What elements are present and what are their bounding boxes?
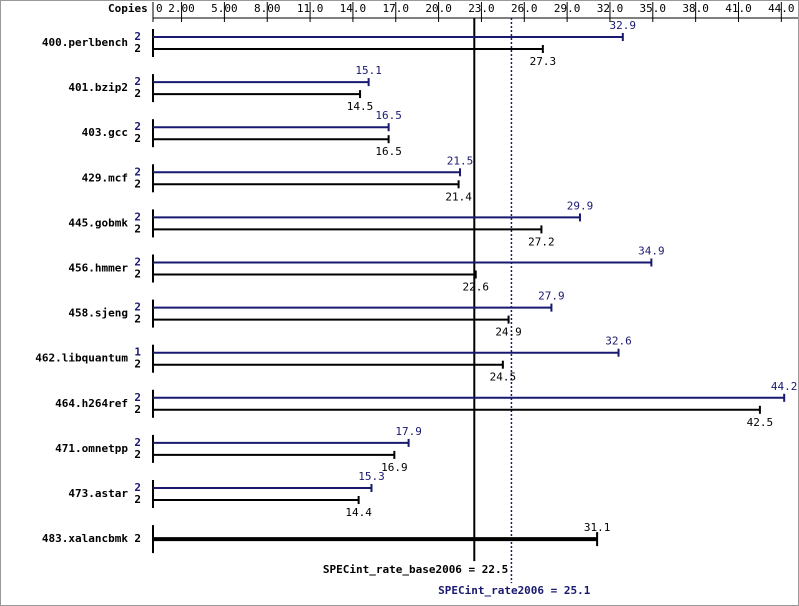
- x-tick-label: 35.0: [640, 2, 667, 15]
- benchmark-label: 458.sjeng: [68, 307, 128, 320]
- benchmark-label: 429.mcf: [82, 171, 128, 184]
- copies-label: 2: [134, 391, 141, 404]
- copies-label: 2: [134, 210, 141, 223]
- value-label: 21.4: [445, 190, 472, 203]
- value-label: 34.9: [638, 245, 665, 258]
- x-tick-label: 17.0: [383, 2, 410, 15]
- copies-label: 2: [134, 132, 141, 145]
- benchmark-label: 403.gcc: [82, 126, 128, 139]
- peak-metric-label: SPECint_rate2006 = 25.1: [438, 584, 591, 597]
- value-label: 42.5: [747, 416, 774, 429]
- copies-label: 2: [134, 30, 141, 43]
- x-label: Copies: [108, 2, 148, 15]
- benchmark-label: 471.omnetpp: [55, 442, 128, 455]
- value-label: 21.5: [447, 154, 474, 167]
- copies-label: 2: [134, 177, 141, 190]
- value-label: 29.9: [567, 199, 594, 212]
- value-label: 27.2: [528, 235, 555, 248]
- benchmark-label: 462.libquantum: [35, 352, 128, 365]
- benchmark-label: 400.perlbench: [42, 36, 128, 49]
- x-tick-label: 8.00: [254, 2, 281, 15]
- x-tick-label: 41.0: [725, 2, 752, 15]
- copies-label: 2: [134, 256, 141, 269]
- benchmark-label: 445.gobmk: [68, 216, 128, 229]
- benchmark-label: 401.bzip2: [68, 81, 128, 94]
- benchmark-label: 473.astar: [68, 487, 128, 500]
- copies-label: 1: [134, 346, 141, 359]
- copies-label: 2: [134, 87, 141, 100]
- x-tick-label: 5.00: [211, 2, 238, 15]
- value-label: 16.5: [375, 145, 402, 158]
- copies-label: 2: [134, 75, 141, 88]
- x-tick-label: 26.0: [511, 2, 538, 15]
- value-label: 17.9: [395, 425, 422, 438]
- benchmark-label: 456.hmmer: [68, 262, 128, 275]
- value-label: 14.5: [347, 100, 374, 113]
- copies-label: 2: [134, 493, 141, 506]
- value-label: 31.1: [584, 521, 611, 534]
- value-label: 15.1: [355, 64, 382, 77]
- copies-label: 2: [134, 481, 141, 494]
- value-label: 16.5: [375, 109, 402, 122]
- copies-label: 2: [134, 268, 141, 281]
- x-tick-label: 14.0: [340, 2, 367, 15]
- copies-label: 2: [134, 313, 141, 326]
- copies-label: 2: [134, 436, 141, 449]
- value-label: 27.9: [538, 290, 565, 303]
- copies-label: 2: [134, 42, 141, 55]
- x-tick-label: 20.0: [425, 2, 452, 15]
- copies-label: 2: [134, 448, 141, 461]
- x-tick-label: 38.0: [682, 2, 709, 15]
- x-tick-label: 29.0: [554, 2, 581, 15]
- value-label: 16.9: [381, 461, 408, 474]
- value-label: 24.9: [495, 326, 522, 339]
- copies-label: 2: [134, 222, 141, 235]
- value-label: 44.2: [771, 380, 798, 393]
- value-label: 24.5: [490, 371, 517, 384]
- value-label: 22.6: [462, 281, 489, 294]
- copies-label: 2: [134, 165, 141, 178]
- x-tick-label: 0: [156, 2, 163, 15]
- value-label: 32.9: [610, 19, 637, 32]
- value-label: 14.4: [345, 506, 372, 519]
- value-label: 15.3: [358, 470, 385, 483]
- x-tick-label: 2.00: [168, 2, 195, 15]
- copies-label: 2: [134, 120, 141, 133]
- copies-label: 2: [134, 358, 141, 371]
- copies-label: 2: [134, 532, 141, 545]
- x-tick-label: 44.0: [768, 2, 795, 15]
- copies-label: 2: [134, 301, 141, 314]
- base-metric-label: SPECint_rate_base2006 = 22.5: [323, 563, 508, 576]
- benchmark-label: 483.xalancbmk: [42, 532, 128, 545]
- x-tick-label: 23.0: [468, 2, 495, 15]
- benchmark-label: 464.h264ref: [55, 397, 128, 410]
- value-label: 32.6: [605, 335, 632, 348]
- x-tick-label: 11.0: [297, 2, 324, 15]
- copies-label: 2: [134, 403, 141, 416]
- value-label: 27.3: [530, 55, 557, 68]
- x-tick-label: 32.0: [597, 2, 624, 15]
